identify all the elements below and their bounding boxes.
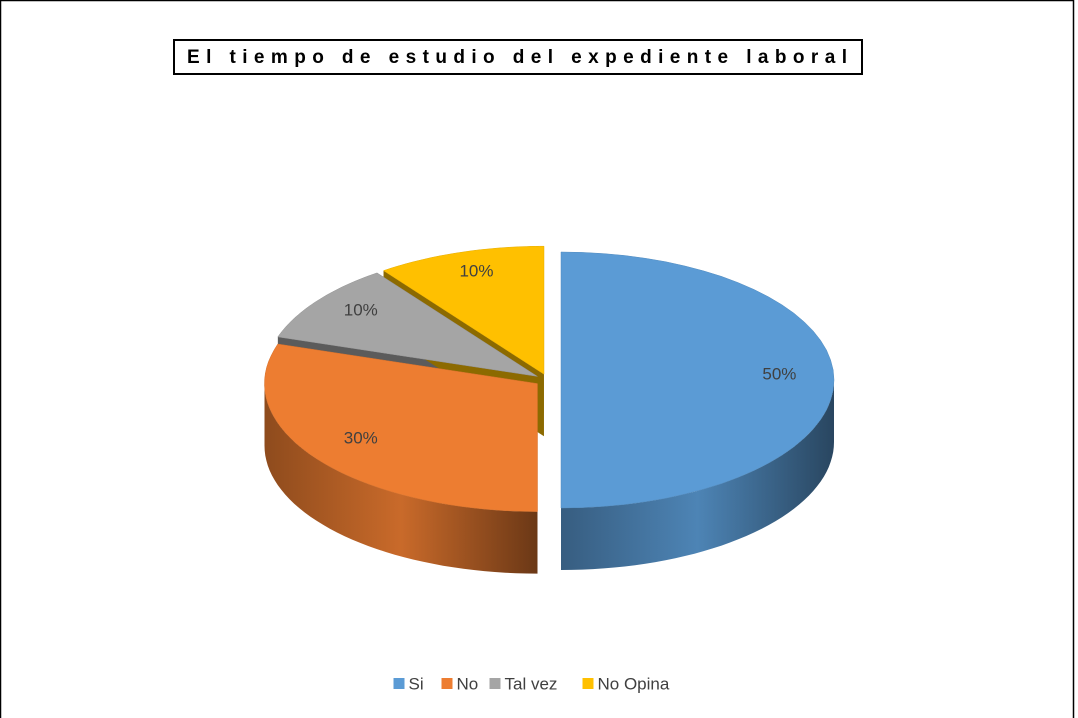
- legend-label: No: [457, 674, 479, 693]
- slice-side: [561, 380, 834, 570]
- legend-swatch: [489, 678, 501, 689]
- data-label: 50%: [762, 364, 796, 383]
- pie-slice: [264, 343, 538, 512]
- title-box: [173, 39, 863, 75]
- legend-label: No Opina: [598, 674, 670, 693]
- legend-swatch: [582, 678, 594, 689]
- legend-label: Tal vez: [505, 674, 558, 693]
- pie-slice: [560, 251, 835, 509]
- data-label: 30%: [344, 428, 378, 447]
- chart-title: El tiempo de estudio del expediente labo…: [187, 47, 849, 68]
- pie-slice: [277, 272, 538, 377]
- data-label: 10%: [459, 261, 493, 280]
- legend-label: Si: [409, 674, 424, 693]
- pie-slice: [382, 245, 545, 375]
- slice-side: [264, 383, 538, 574]
- legend-swatch: [393, 678, 405, 689]
- legend-swatch: [441, 678, 453, 689]
- data-label: 10%: [344, 301, 378, 320]
